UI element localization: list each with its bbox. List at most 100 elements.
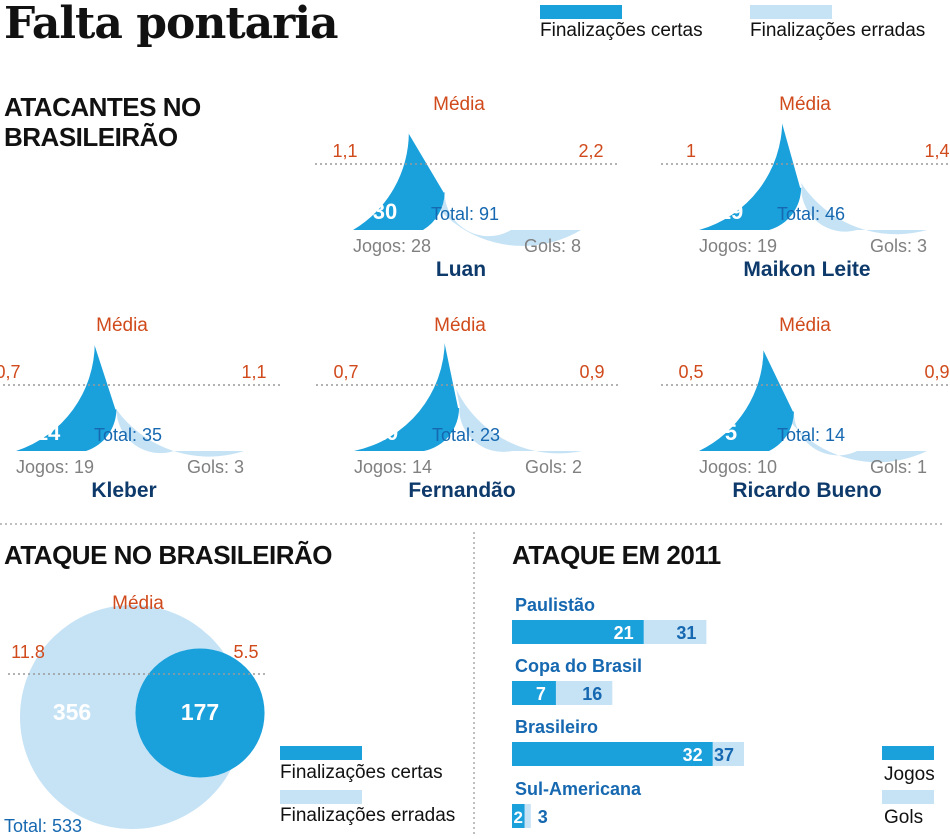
player-0-arc-divider: [408, 131, 446, 193]
player-1-erradas-value: 27: [881, 199, 905, 224]
player-3-name: Fernandão: [408, 479, 515, 502]
ataque-media-certas: 5.5: [233, 642, 258, 662]
player-2-erradas-arc: [94, 342, 244, 457]
player-0-jogos: Jogos: 28: [353, 236, 431, 256]
section-atacantes-title: ATACANTES NO BRASILEIRÃO: [4, 92, 201, 152]
ataque-media-erradas: 11.8: [11, 642, 45, 662]
player-0-erradas-value: 61: [535, 199, 559, 224]
player-1-media-erradas: 1,4: [924, 141, 949, 161]
player-4-media-certas: 0,5: [678, 362, 703, 382]
bar-category-0: Paulistão: [515, 595, 595, 615]
legend-bottom-certas-label: Finalizações certas: [280, 762, 443, 783]
legend-certas-swatch: [540, 5, 622, 19]
player-0-media-certas: 1,1: [332, 141, 357, 161]
player-2-arc-divider: [93, 342, 118, 410]
bar-jogos-value-1: 7: [536, 684, 546, 704]
player-3-erradas-arc: [444, 339, 582, 454]
bar-gols-value-2: 37: [714, 745, 734, 765]
player-1-name: Maikon Leite: [743, 258, 870, 281]
bar-jogos-value-2: 32: [683, 745, 703, 765]
player-2-gols: Gols: 3: [187, 457, 244, 477]
player-3-jogos: Jogos: 14: [354, 457, 432, 477]
legend-bottom-certas-swatch: [280, 746, 362, 760]
player-3-media-erradas: 0,9: [579, 362, 604, 382]
legend-bottom-erradas-label: Finalizações erradas: [280, 805, 456, 826]
player-3-media-certas: 0,7: [333, 362, 358, 382]
player-4-arc-divider: [762, 347, 795, 412]
player-1-total: Total: 46: [777, 204, 845, 224]
player-0-erradas-arc: [408, 131, 581, 246]
legend-erradas-label: Finalizações erradas: [750, 20, 926, 41]
section-ataque2011-title: ATAQUE EM 2011: [512, 540, 721, 570]
ataque-certas-circle: [135, 648, 265, 778]
player-0-gols: Gols: 8: [524, 236, 581, 256]
ataque-certas-value: 177: [181, 699, 219, 725]
bar-category-1: Copa do Brasil: [515, 656, 642, 676]
legend-gols-label: Gols: [884, 807, 924, 828]
player-4-name: Ricardo Bueno: [732, 479, 881, 502]
player-1-media-certas: 1: [686, 141, 696, 161]
player-3-gols: Gols: 2: [525, 457, 582, 477]
player-1-gols: Gols: 3: [870, 236, 927, 256]
player-1-certas-arc: [699, 120, 802, 230]
player-4-media-label: Média: [779, 315, 831, 336]
bar-jogos-value-0: 21: [614, 623, 634, 643]
player-4-jogos: Jogos: 10: [699, 457, 777, 477]
player-4-gols: Gols: 1: [870, 457, 927, 477]
player-0-total: Total: 91: [431, 204, 499, 224]
player-3-total: Total: 23: [432, 425, 500, 445]
player-2-media-label: Média: [96, 315, 148, 336]
bar-category-2: Brasileiro: [515, 717, 598, 737]
player-2-jogos: Jogos: 19: [16, 457, 94, 477]
player-2-certas-arc: [16, 342, 117, 451]
bar-jogos-2: [512, 742, 713, 766]
legend-certas-label: Finalizações certas: [540, 20, 703, 41]
player-0-name: Luan: [436, 258, 486, 281]
page-title: Falta pontaria: [4, 0, 339, 49]
legend-bottom-erradas-swatch: [280, 790, 362, 804]
player-2-total: Total: 35: [94, 425, 162, 445]
player-1-certas-value: 19: [719, 199, 743, 224]
player-4-media-erradas: 0,9: [924, 362, 949, 382]
legend-gols-swatch: [882, 790, 934, 804]
player-1-jogos: Jogos: 19: [699, 236, 777, 256]
player-4-erradas-value: 9: [887, 420, 899, 445]
player-1-erradas-arc: [782, 120, 927, 235]
section-atacantes-line-1: ATACANTES NO: [4, 92, 201, 122]
player-3-arc-divider: [443, 339, 461, 409]
player-4-certas-arc: [699, 348, 794, 451]
player-3-erradas-value: 13: [536, 420, 560, 445]
player-0-certas-arc: [353, 131, 445, 230]
ataque-total: Total: 533: [4, 816, 82, 836]
bar-jogos-0: [512, 620, 644, 644]
player-2-certas-value: 14: [36, 420, 61, 445]
bar-gols-value-1: 16: [582, 684, 602, 704]
bar-jogos-3: [512, 804, 525, 828]
bar-category-3: Sul-Americana: [515, 779, 642, 799]
player-2-media-certas: 0,7: [0, 362, 21, 382]
player-0-certas-value: 30: [373, 199, 397, 224]
player-2-erradas-value: 21: [198, 420, 222, 445]
player-1-arc-divider: [781, 119, 803, 188]
section-ataque-title: ATAQUE NO BRASILEIRÃO: [4, 540, 332, 570]
player-3-certas-arc: [354, 339, 460, 451]
bar-jogos-1: [512, 681, 556, 705]
ataque-erradas-value: 356: [53, 699, 91, 725]
player-3-certas-value: 10: [374, 420, 398, 445]
player-2-name: Kleber: [91, 479, 156, 502]
player-0-media-label: Média: [433, 94, 485, 115]
bar-jogos-value-3: 2: [514, 808, 523, 827]
player-1-media-label: Média: [779, 94, 831, 115]
player-0-media-erradas: 2,2: [578, 141, 603, 161]
player-4-certas-value: 5: [725, 420, 737, 445]
bar-gols-value-0: 31: [676, 623, 696, 643]
ataque-media-label: Média: [112, 593, 164, 614]
legend-erradas-swatch: [750, 5, 832, 19]
section-atacantes-line-2: BRASILEIRÃO: [4, 122, 178, 152]
player-4-total: Total: 14: [777, 425, 845, 445]
player-2-media-erradas: 1,1: [241, 362, 266, 382]
bar-gols-value-3: 3: [538, 807, 548, 827]
legend-jogos-label: Jogos: [884, 764, 935, 785]
